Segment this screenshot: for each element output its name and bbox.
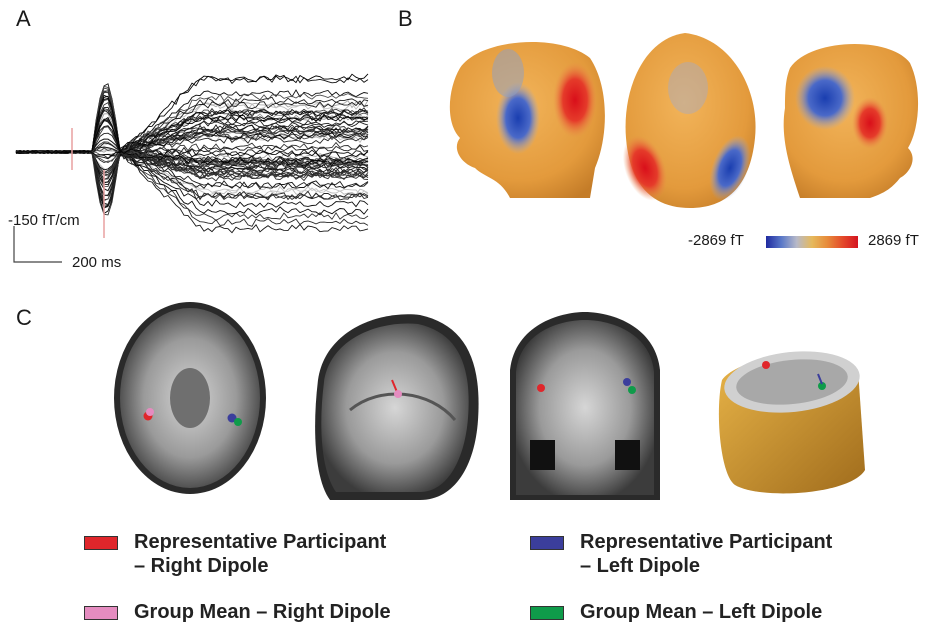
- colorbar: [766, 236, 858, 248]
- panel-label-a: A: [16, 6, 31, 31]
- meg-trace: [15, 124, 369, 154]
- colorbar-max-label: 2869 fT: [868, 232, 919, 249]
- legend-swatch: [84, 536, 118, 550]
- legend-swatch: [530, 536, 564, 550]
- amplitude-scale-label: -150 fT/cm: [8, 212, 80, 229]
- meg-waveforms: [13, 73, 369, 263]
- right-dipole-mean: [146, 408, 154, 416]
- legend-swatch: [530, 606, 564, 620]
- head-right-view: [783, 44, 919, 199]
- legend-item-mean-left: Group Mean – Left Dipole: [530, 600, 822, 624]
- scale-bar: [13, 226, 62, 263]
- legend-item-participant-right: Representative Participant – Right Dipole: [84, 530, 386, 578]
- colorbar-min-label: -2869 fT: [688, 232, 744, 249]
- panel-label-c: C: [16, 305, 32, 330]
- head-left-view: [449, 41, 605, 199]
- head-3d-render: [718, 351, 865, 494]
- left-dipole-participant: [227, 413, 237, 423]
- sagittal-slice: [315, 314, 479, 500]
- meg-trace: [15, 85, 369, 196]
- head-top-view: [622, 33, 756, 208]
- legend-item-participant-left: Representative Participant – Left Dipole: [530, 530, 832, 578]
- meg-trace: [15, 96, 369, 157]
- legend-swatch: [84, 606, 118, 620]
- axial-slice: [114, 302, 266, 494]
- time-scale-label: 200 ms: [72, 254, 122, 271]
- panel-label-b: B: [398, 6, 413, 31]
- legend-item-mean-right: Group Mean – Right Dipole: [84, 600, 391, 624]
- sagittal-dipole: [394, 390, 402, 398]
- meg-trace: [15, 95, 369, 155]
- mri-dipole-views: [114, 302, 865, 500]
- coronal-slice: [510, 312, 660, 500]
- topography-heads: [449, 33, 919, 208]
- left-dipole-mean: [234, 418, 242, 426]
